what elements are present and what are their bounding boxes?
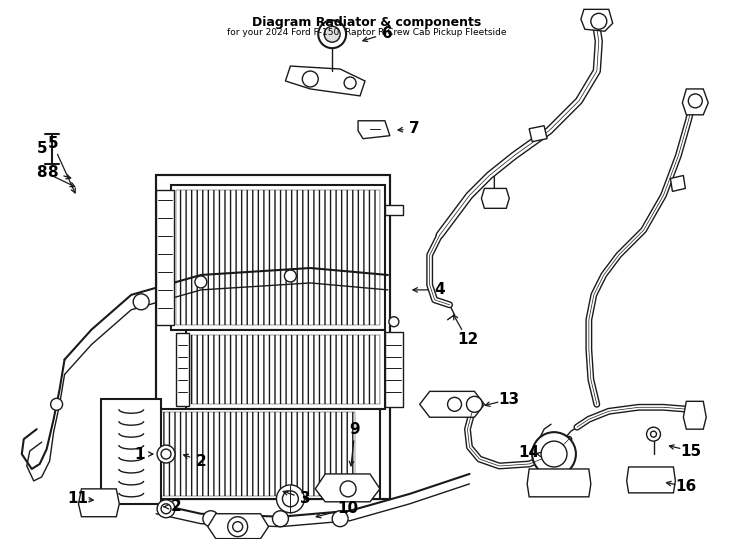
- Polygon shape: [385, 332, 403, 407]
- Text: 15: 15: [680, 443, 702, 458]
- Circle shape: [157, 445, 175, 463]
- Circle shape: [228, 517, 247, 537]
- Text: 14: 14: [519, 444, 539, 460]
- Text: 1: 1: [134, 447, 145, 462]
- Bar: [176, 191, 380, 325]
- Circle shape: [161, 449, 171, 459]
- Polygon shape: [316, 474, 380, 502]
- Circle shape: [319, 21, 346, 48]
- Polygon shape: [156, 191, 174, 325]
- Text: 8: 8: [47, 165, 58, 180]
- Text: 12: 12: [457, 332, 478, 347]
- Circle shape: [344, 77, 356, 89]
- Polygon shape: [527, 469, 591, 497]
- Polygon shape: [156, 176, 390, 499]
- Polygon shape: [358, 121, 390, 139]
- Circle shape: [650, 431, 656, 437]
- Circle shape: [688, 94, 702, 108]
- Circle shape: [647, 427, 661, 441]
- Circle shape: [283, 491, 298, 507]
- Polygon shape: [420, 392, 484, 417]
- Text: 11: 11: [67, 491, 88, 507]
- Circle shape: [333, 511, 348, 526]
- Text: 16: 16: [676, 480, 697, 495]
- Circle shape: [195, 276, 207, 288]
- Circle shape: [51, 399, 62, 410]
- Polygon shape: [683, 89, 708, 115]
- Circle shape: [272, 511, 288, 526]
- Circle shape: [532, 432, 576, 476]
- Bar: [186, 330, 385, 409]
- Text: Diagram Radiator & components: Diagram Radiator & components: [252, 16, 482, 29]
- Circle shape: [340, 481, 356, 497]
- Circle shape: [324, 26, 340, 42]
- Text: 10: 10: [338, 501, 359, 516]
- Text: 13: 13: [498, 392, 520, 407]
- Text: 6: 6: [382, 26, 392, 40]
- Polygon shape: [208, 514, 269, 538]
- Polygon shape: [683, 401, 706, 429]
- Circle shape: [157, 500, 175, 518]
- Bar: [156, 409, 380, 499]
- Text: 5: 5: [47, 136, 58, 151]
- Bar: [171, 185, 385, 330]
- Circle shape: [541, 441, 567, 467]
- Polygon shape: [581, 9, 613, 31]
- Polygon shape: [529, 126, 547, 141]
- Polygon shape: [627, 467, 675, 493]
- Text: 2: 2: [170, 500, 181, 514]
- Text: for your 2024 Ford F-150  Raptor R Crew Cab Pickup Fleetside: for your 2024 Ford F-150 Raptor R Crew C…: [228, 28, 506, 37]
- Text: 3: 3: [300, 491, 310, 507]
- Polygon shape: [101, 400, 161, 504]
- Circle shape: [133, 294, 149, 310]
- Circle shape: [389, 317, 399, 327]
- Bar: [191, 335, 380, 404]
- Text: 8: 8: [37, 165, 47, 180]
- Text: 9: 9: [349, 422, 360, 437]
- Polygon shape: [670, 176, 686, 191]
- Polygon shape: [176, 333, 189, 406]
- Circle shape: [302, 71, 319, 87]
- Text: 5: 5: [37, 141, 47, 156]
- Text: 2: 2: [195, 454, 206, 469]
- Circle shape: [448, 397, 462, 411]
- Circle shape: [277, 485, 305, 513]
- Circle shape: [233, 522, 243, 532]
- Text: 4: 4: [435, 282, 445, 298]
- Polygon shape: [482, 188, 509, 208]
- Circle shape: [203, 511, 219, 526]
- Bar: [161, 412, 355, 496]
- Polygon shape: [286, 66, 365, 96]
- Polygon shape: [79, 489, 120, 517]
- Circle shape: [285, 270, 297, 282]
- Circle shape: [591, 14, 607, 29]
- Circle shape: [161, 504, 171, 514]
- Polygon shape: [385, 205, 403, 215]
- Circle shape: [467, 396, 482, 412]
- Text: 7: 7: [410, 122, 420, 136]
